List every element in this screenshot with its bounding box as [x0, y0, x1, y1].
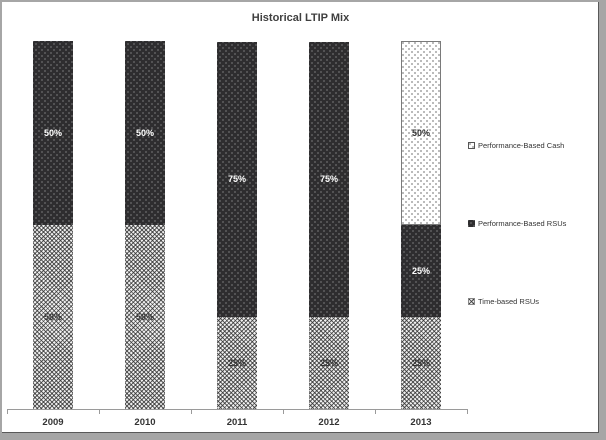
segment-value-label: 50%: [411, 127, 430, 138]
segment-time-based-rsus: 25%: [401, 317, 441, 409]
segment-time-based-rsus: 25%: [309, 317, 349, 409]
segment-performance-based-cash: 50%: [401, 41, 441, 225]
segment-value-label: 75%: [319, 174, 338, 184]
legend-item-performance-based-cash: Performance-Based Cash: [468, 141, 564, 150]
segment-value-label: 50%: [43, 127, 62, 138]
x-axis-label-2013: 2013: [410, 417, 432, 428]
segment-performance-based-rsus: 75%: [309, 42, 349, 317]
x-axis-label-2010: 2010: [134, 417, 156, 428]
legend-label: Time-based RSUs: [478, 297, 539, 306]
x-axis-label-2009: 2009: [42, 417, 64, 428]
x-axis-label-2011: 2011: [226, 417, 248, 428]
segment-value-label: 25%: [411, 265, 430, 276]
legend-swatch-dark-dot-icon: [468, 220, 475, 227]
bar-2013: 25% 25% 50%: [401, 41, 441, 409]
segment-value-label: 50%: [135, 127, 154, 138]
legend-item-performance-based-rsus: Performance-Based RSUs: [468, 219, 566, 228]
legend-label: Performance-Based RSUs: [478, 219, 567, 228]
plot-area: 50% 50% 2009 50% 50% 2010 25% 75% 2011 25% 75% 2012…: [2, 2, 599, 432]
segment-time-based-rsus: 50%: [125, 225, 165, 409]
segment-value-label: 50%: [135, 311, 154, 322]
bar-2012: 25% 75%: [309, 42, 349, 409]
segment-value-label: 75%: [227, 174, 246, 184]
legend-swatch-hatch-icon: [468, 298, 475, 305]
chart-title: Historical LTIP Mix: [251, 12, 350, 24]
x-axis-tick: [467, 410, 468, 414]
x-axis-tick: [7, 410, 8, 414]
segment-performance-based-rsus: 75%: [217, 42, 257, 317]
segment-value-label: 25%: [319, 357, 338, 368]
x-axis-line: [7, 409, 468, 410]
segment-performance-based-rsus: 50%: [125, 41, 165, 225]
x-axis-label-2012: 2012: [318, 417, 340, 428]
legend-label: Performance-Based Cash: [478, 141, 565, 150]
segment-performance-based-rsus: 25%: [401, 225, 441, 317]
segment-value-label: 50%: [43, 311, 62, 322]
segment-value-label: 25%: [411, 357, 430, 368]
segment-performance-based-rsus: 50%: [33, 41, 73, 225]
x-axis-tick: [99, 410, 100, 414]
chart-canvas: Historical LTIP Mix 50% 50% 2009 50% 50% 2010…: [2, 2, 599, 433]
legend-swatch-white-dot-icon: [468, 142, 475, 149]
bar-2010: 50% 50%: [125, 41, 165, 409]
segment-time-based-rsus: 50%: [33, 225, 73, 409]
segment-time-based-rsus: 25%: [217, 317, 257, 409]
bar-2011: 25% 75%: [217, 42, 257, 409]
x-axis-tick: [191, 410, 192, 414]
x-axis-tick: [375, 410, 376, 414]
x-axis-tick: [283, 410, 284, 414]
segment-value-label: 25%: [227, 357, 246, 368]
bar-2009: 50% 50%: [33, 41, 73, 409]
legend-item-time-based-rsus: Time-based RSUs: [468, 297, 539, 306]
